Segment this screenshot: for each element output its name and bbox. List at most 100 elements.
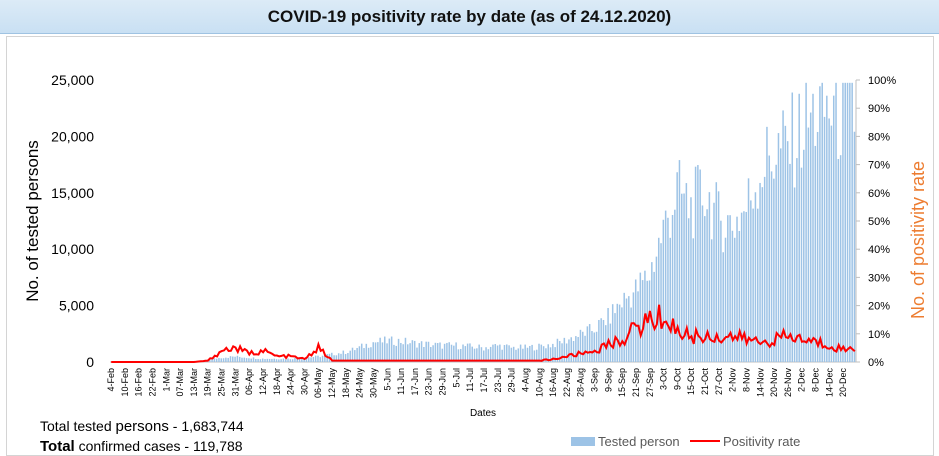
x-tick-label: 20-Nov [769, 368, 779, 398]
tested-bar [787, 141, 789, 362]
tested-bar [425, 342, 427, 362]
tested-bar [674, 210, 676, 362]
y2-tick-label: 30% [868, 272, 890, 284]
y2-tick-label: 20% [868, 301, 890, 313]
y-tick-label: 0 [86, 354, 94, 370]
x-tick-label: 15-Sep [617, 368, 627, 397]
tested-bar [310, 357, 312, 362]
x-tick-label: 15-Oct [686, 368, 696, 396]
tested-bar [232, 357, 234, 362]
tested-bar [773, 179, 775, 362]
tested-bar [435, 343, 437, 362]
y-tick-label: 20,000 [51, 128, 94, 144]
tested-bar [589, 324, 591, 362]
x-tick-label: 21-Sep [631, 368, 641, 397]
x-tick-label: 13-Mar [189, 368, 199, 397]
tested-bar [313, 357, 315, 362]
x-tick-label: 9-Oct [672, 368, 682, 391]
x-tick-label: 21-Oct [700, 368, 710, 396]
tested-bar [598, 320, 600, 362]
x-tick-label: 16-Feb [134, 368, 144, 397]
tested-bar [237, 356, 239, 362]
tested-bar [844, 83, 846, 362]
tested-bar [727, 215, 729, 362]
x-tick-label: 31-Mar [230, 368, 240, 397]
tested-bar [840, 155, 842, 362]
tested-bar [688, 218, 690, 362]
tested-bar [273, 359, 275, 362]
tested-bar [665, 211, 667, 362]
tested-bar [635, 279, 637, 362]
x-tick-label: 2-Dec [797, 368, 807, 393]
tested-bar [437, 343, 439, 362]
x-tick-label: 1-Mar [161, 368, 171, 392]
y2-tick-label: 100% [868, 75, 896, 87]
tested-bar [253, 357, 255, 362]
tested-bar [642, 280, 644, 362]
x-tick-label: 07-Mar [175, 368, 185, 397]
tested-bar [246, 358, 248, 362]
x-tick-label: 29-Jun [438, 368, 448, 396]
tested-bar [821, 83, 823, 362]
x-tick-label: 18-Apr [272, 368, 282, 395]
tested-bar [764, 177, 766, 362]
x-tick-label: 06-May [313, 368, 323, 399]
total-tested-value: - 1,683,744 [169, 418, 244, 434]
tested-bar [792, 93, 794, 362]
tested-bar [785, 126, 787, 362]
tested-bar [739, 231, 741, 362]
tested-bar [262, 359, 264, 362]
tested-bar [469, 343, 471, 362]
tested-bar [375, 342, 377, 362]
tested-bar [649, 280, 651, 362]
tested-bar [382, 342, 384, 362]
x-tick-label: 30-Apr [299, 368, 309, 395]
tested-bar [285, 359, 287, 362]
tested-bar [600, 318, 602, 362]
tested-bar [725, 238, 727, 362]
total-confirmed-label-b: confirmed cases - [75, 438, 193, 454]
tested-bar [769, 156, 771, 362]
x-tick-label: 12-Apr [258, 368, 268, 395]
tested-bar [504, 345, 506, 362]
tested-bar [520, 345, 522, 362]
tested-bar [734, 238, 736, 362]
tested-bar [658, 238, 660, 362]
tested-bar [478, 345, 480, 362]
y-axis-title: No. of tested persons [23, 140, 42, 302]
tested-bar [591, 331, 593, 362]
tested-bar [771, 171, 773, 362]
x-tick-label: 5-Jul [451, 368, 461, 388]
tested-bar [729, 215, 731, 362]
tested-bar [580, 330, 582, 362]
tested-bar [568, 339, 570, 362]
tested-bar [766, 127, 768, 362]
y2-tick-label: 10% [868, 329, 890, 341]
tested-bar [676, 172, 678, 362]
tested-bar [223, 358, 225, 362]
x-tick-label: 17-Jun [410, 368, 420, 396]
tested-bar [448, 342, 450, 362]
tested-bar [801, 168, 803, 362]
x-tick-label: 3-Sep [590, 368, 600, 392]
y2-tick-label: 60% [868, 188, 890, 200]
tested-bar [750, 200, 752, 362]
tested-bar [320, 357, 322, 362]
tested-bar [255, 359, 257, 362]
tested-bar [497, 345, 499, 362]
tested-bar [260, 359, 262, 362]
tested-bar [453, 346, 455, 362]
tested-bar [250, 359, 252, 362]
x-tick-label: 23-Jun [424, 368, 434, 396]
tested-bar [257, 359, 259, 362]
tested-bar [444, 344, 446, 362]
tested-bar [499, 345, 501, 362]
tested-bar [667, 218, 669, 362]
x-tick-label: 17-Jul [479, 368, 489, 393]
tested-bar [711, 239, 713, 362]
tested-bar [451, 345, 453, 362]
tested-bar [409, 343, 411, 362]
tested-bar [439, 343, 441, 363]
tested-bar [393, 345, 395, 362]
